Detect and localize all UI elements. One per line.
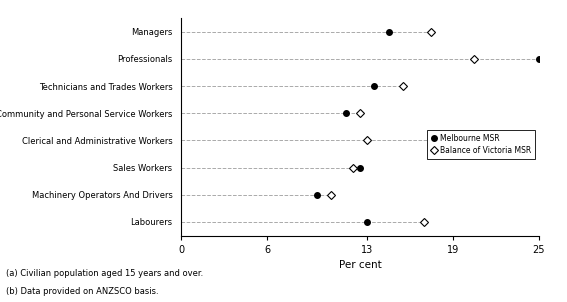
Legend: Melbourne MSR, Balance of Victoria MSR: Melbourne MSR, Balance of Victoria MSR <box>427 130 535 159</box>
Text: (a) Civilian population aged 15 years and over.: (a) Civilian population aged 15 years an… <box>6 269 203 278</box>
X-axis label: Per cent: Per cent <box>338 260 382 270</box>
Text: (b) Data provided on ANZSCO basis.: (b) Data provided on ANZSCO basis. <box>6 287 158 296</box>
